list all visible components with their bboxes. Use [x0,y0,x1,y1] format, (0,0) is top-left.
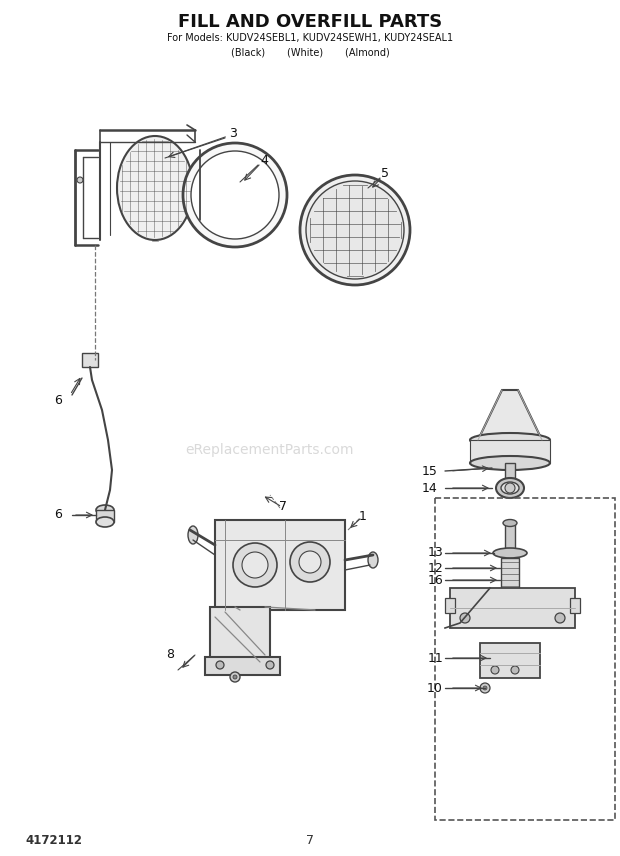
Ellipse shape [501,482,519,494]
Circle shape [300,175,410,285]
Text: 6: 6 [54,394,62,407]
Circle shape [266,661,274,669]
Circle shape [183,143,287,247]
Text: 5: 5 [381,167,389,180]
FancyBboxPatch shape [450,588,575,628]
Bar [82,353,98,367]
Ellipse shape [188,526,198,544]
Ellipse shape [96,517,114,527]
Text: (Black)       (White)       (Almond): (Black) (White) (Almond) [231,47,389,57]
Ellipse shape [470,433,550,447]
Circle shape [233,543,277,587]
Text: 7: 7 [306,834,314,847]
Bar [505,523,515,553]
Circle shape [460,613,470,623]
Circle shape [233,675,237,679]
Bar [501,558,519,588]
Text: eReplacementParts.com: eReplacementParts.com [186,443,354,457]
Text: 13: 13 [427,546,443,560]
Bar [96,510,114,522]
Circle shape [306,181,404,279]
Circle shape [511,666,519,674]
Circle shape [230,672,240,682]
Ellipse shape [470,456,550,470]
Bar [570,598,580,613]
Bar [210,607,270,672]
Text: 16: 16 [427,574,443,586]
Text: 11: 11 [427,651,443,664]
Bar [480,643,540,678]
Circle shape [505,483,515,493]
Ellipse shape [368,552,378,568]
Ellipse shape [96,505,114,515]
Text: 12: 12 [427,562,443,574]
Ellipse shape [503,520,517,526]
Text: 14: 14 [421,482,437,495]
Text: 8: 8 [166,649,174,662]
Circle shape [242,552,268,578]
Text: 4172112: 4172112 [25,834,82,847]
Ellipse shape [117,136,193,240]
Text: For Models: KUDV24SEBL1, KUDV24SEWH1, KUDY24SEAL1: For Models: KUDV24SEBL1, KUDV24SEWH1, KU… [167,33,453,43]
Circle shape [491,666,499,674]
Circle shape [299,551,321,573]
FancyBboxPatch shape [215,520,345,610]
Text: 10: 10 [427,681,443,694]
Circle shape [555,613,565,623]
Bar [435,498,615,820]
Text: 6: 6 [54,508,62,521]
Ellipse shape [493,548,527,558]
Text: 3: 3 [229,127,237,140]
Ellipse shape [496,478,524,498]
Bar [205,657,280,675]
Text: 7: 7 [279,500,287,513]
Polygon shape [478,390,542,440]
Circle shape [77,177,83,183]
Text: FILL AND OVERFILL PARTS: FILL AND OVERFILL PARTS [178,13,442,31]
Text: 1: 1 [359,509,367,522]
Circle shape [483,686,487,690]
Circle shape [480,683,490,693]
Circle shape [216,661,224,669]
Text: 4: 4 [260,153,268,167]
Bar [505,463,515,478]
Bar [445,598,455,613]
Circle shape [191,151,279,239]
Text: 15: 15 [422,465,438,478]
Bar [470,440,550,463]
Circle shape [290,542,330,582]
